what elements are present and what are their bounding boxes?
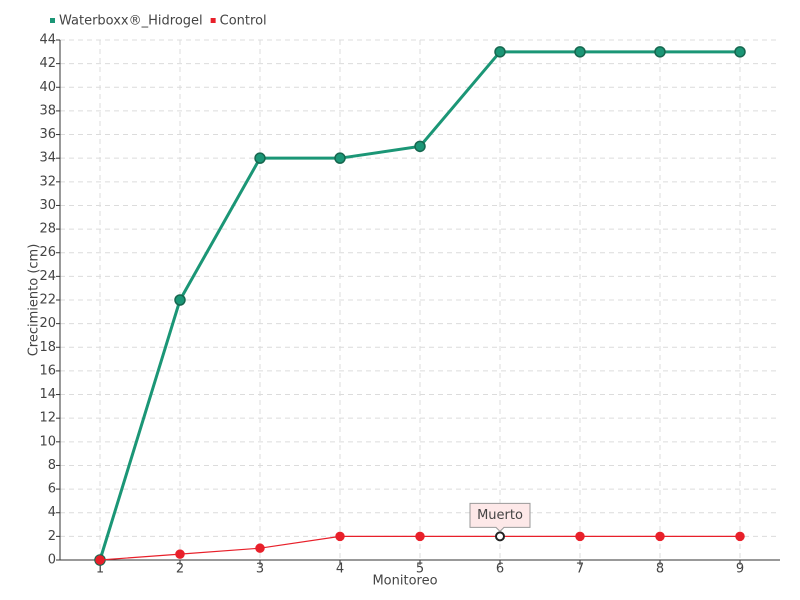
y-tick-label: 4: [48, 505, 56, 520]
legend-swatch: [50, 18, 55, 23]
x-tick-label: 9: [736, 562, 744, 577]
x-tick-label: 8: [656, 562, 664, 577]
x-tick-label: 6: [496, 562, 504, 577]
y-tick-label: 44: [39, 33, 56, 48]
annotation: Muerto: [469, 502, 531, 533]
data-point: [254, 152, 266, 164]
y-tick-label: 14: [39, 387, 56, 402]
y-tick-label: 22: [39, 293, 56, 308]
data-point: [334, 152, 346, 164]
data-point: [174, 294, 186, 306]
x-tick-label: 7: [576, 562, 584, 577]
x-axis-label: Monitoreo: [372, 574, 437, 589]
y-tick-label: 30: [39, 198, 56, 213]
y-tick-label: 0: [48, 553, 56, 568]
data-point: [575, 531, 585, 542]
x-tick-label: 5: [416, 562, 424, 577]
y-tick-label: 28: [39, 222, 56, 237]
annotation-text: Muerto: [477, 508, 523, 523]
y-tick-label: 32: [39, 174, 56, 189]
data-point: [95, 555, 105, 565]
data-point: [335, 531, 345, 542]
y-tick-label: 42: [39, 56, 56, 71]
y-tick-label: 16: [39, 363, 56, 378]
legend-label: Control: [220, 14, 267, 29]
y-tick-label: 6: [48, 482, 56, 497]
y-tick-label: 20: [39, 316, 56, 331]
y-tick-label: 10: [39, 434, 56, 449]
data-point: [655, 531, 665, 542]
y-tick-label: 8: [48, 458, 56, 473]
y-tick-label: 38: [39, 103, 56, 118]
legend-label: Waterboxx®_Hidrogel: [59, 14, 203, 29]
x-tick-label: 2: [176, 562, 184, 577]
data-point: [495, 531, 505, 542]
data-point: [175, 549, 185, 559]
y-tick-label: 40: [39, 80, 56, 95]
y-tick-label: 2: [48, 529, 56, 544]
y-tick-label: 18: [39, 340, 56, 355]
data-point: [494, 46, 506, 58]
y-tick-label: 36: [39, 127, 56, 142]
legend-swatch: [210, 18, 216, 23]
y-axis-label: Crecimiento (cm): [27, 244, 42, 357]
y-tick-label: 26: [39, 245, 56, 260]
data-point: [255, 543, 265, 553]
data-point: [574, 46, 586, 58]
data-point: [735, 531, 745, 542]
data-point: [414, 140, 426, 153]
y-tick-label: 24: [39, 269, 56, 284]
x-tick-label: 1: [96, 562, 104, 577]
data-point: [654, 46, 666, 58]
x-tick-label: 4: [336, 562, 344, 577]
y-tick-label: 12: [39, 411, 56, 426]
x-tick-label: 3: [256, 562, 264, 577]
y-tick-label: 34: [39, 151, 56, 166]
data-point: [415, 531, 425, 542]
data-point: [734, 46, 746, 58]
annotation-box: [469, 502, 531, 533]
